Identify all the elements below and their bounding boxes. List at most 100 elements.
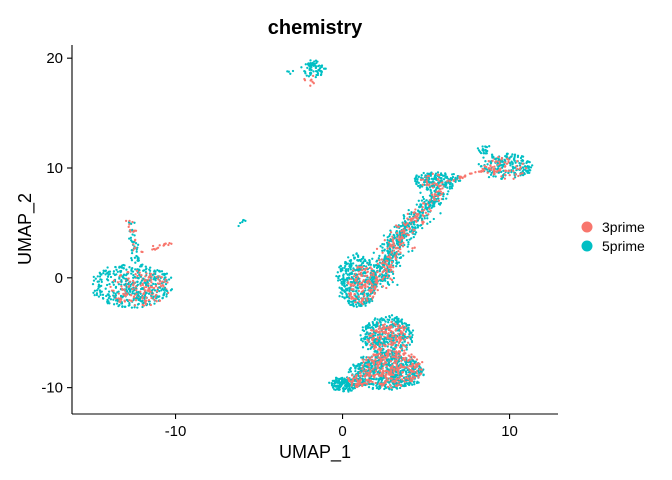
data-point-5prime [390, 346, 393, 349]
data-point-5prime [373, 340, 376, 344]
x-axis-title: UMAP_1 [279, 442, 351, 463]
data-point-3prime [389, 349, 392, 352]
data-point-3prime [425, 183, 428, 187]
data-point-5prime [387, 251, 390, 254]
data-point-3prime [133, 281, 136, 284]
data-point-3prime [128, 223, 131, 226]
data-point-5prime [389, 253, 393, 256]
data-point-5prime [169, 276, 173, 279]
data-point-5prime [360, 258, 363, 261]
data-point-5prime [403, 226, 407, 230]
data-point-3prime [131, 220, 134, 224]
data-point-5prime [383, 339, 386, 342]
data-point-5prime [313, 60, 316, 63]
data-point-3prime [397, 332, 400, 335]
data-point-3prime [394, 335, 397, 338]
data-point-5prime [378, 254, 381, 258]
data-point-3prime [112, 279, 116, 282]
data-point-5prime [122, 267, 125, 270]
data-point-5prime [379, 282, 382, 286]
data-point-5prime [371, 257, 374, 260]
data-point-3prime [155, 293, 158, 297]
data-point-5prime [443, 174, 446, 177]
data-point-3prime [521, 162, 524, 165]
data-point-5prime [386, 238, 389, 242]
data-point-5prime [343, 290, 346, 294]
data-point-5prime [422, 373, 425, 377]
data-point-3prime [381, 285, 385, 288]
data-point-5prime [366, 261, 369, 264]
data-point-3prime [364, 268, 367, 272]
data-point-5prime [341, 292, 344, 295]
data-point-5prime [376, 324, 379, 328]
data-point-5prime [432, 217, 435, 221]
data-point-5prime [501, 160, 505, 164]
data-point-3prime [380, 357, 384, 361]
data-point-3prime [486, 171, 489, 174]
data-point-3prime [448, 179, 451, 183]
data-point-5prime [374, 264, 378, 267]
data-point-5prime [130, 269, 133, 272]
data-point-5prime [105, 283, 109, 287]
data-point-5prime [121, 305, 124, 309]
data-point-3prime [359, 375, 362, 378]
data-point-3prime [383, 380, 387, 383]
data-point-3prime [387, 328, 390, 332]
data-point-5prime [343, 280, 346, 283]
data-point-5prime [405, 328, 408, 331]
data-point-5prime [376, 333, 380, 336]
data-point-5prime [349, 263, 352, 266]
data-point-3prime [503, 165, 507, 168]
data-point-3prime [394, 224, 398, 227]
data-point-3prime [415, 364, 418, 367]
data-point-3prime [399, 326, 403, 329]
data-point-5prime [364, 304, 367, 307]
data-point-3prime [406, 341, 410, 344]
data-point-3prime [364, 283, 367, 286]
data-point-5prime [387, 361, 391, 364]
data-point-5prime [112, 291, 115, 294]
data-point-5prime [120, 283, 123, 286]
data-point-5prime [489, 162, 493, 165]
data-point-3prime [155, 290, 159, 293]
data-point-5prime [107, 270, 111, 273]
data-point-3prime [386, 264, 389, 267]
data-point-5prime [412, 220, 416, 224]
data-point-3prime [136, 274, 139, 278]
data-point-5prime [402, 384, 406, 388]
data-point-3prime [381, 251, 384, 254]
data-point-5prime [529, 166, 533, 169]
data-point-3prime [516, 160, 519, 163]
data-point-5prime [99, 273, 102, 276]
data-point-3prime [370, 267, 374, 271]
data-point-5prime [387, 358, 390, 361]
data-point-3prime [147, 298, 151, 302]
data-point-5prime [418, 210, 421, 213]
data-point-5prime [151, 273, 155, 277]
data-point-3prime [151, 244, 155, 248]
data-point-5prime [441, 197, 445, 201]
data-point-5prime [151, 289, 154, 292]
data-point-5prime [403, 340, 406, 343]
data-point-5prime [108, 295, 111, 298]
data-point-3prime [365, 280, 369, 283]
data-point-5prime [352, 254, 355, 257]
data-point-5prime [382, 258, 386, 262]
data-point-5prime [389, 238, 392, 241]
data-point-3prime [124, 219, 128, 223]
data-point-5prime [407, 323, 411, 327]
data-point-5prime [525, 160, 529, 164]
data-point-5prime [390, 388, 394, 391]
data-point-3prime [363, 294, 366, 297]
data-point-5prime [399, 380, 403, 383]
data-point-3prime [498, 160, 501, 163]
data-point-5prime [126, 290, 129, 293]
data-point-3prime [379, 348, 382, 351]
data-point-5prime [398, 386, 402, 390]
data-point-5prime [518, 161, 521, 165]
data-point-5prime [149, 266, 152, 269]
data-point-3prime [385, 352, 388, 356]
data-point-5prime [478, 150, 482, 153]
data-point-3prime [392, 249, 396, 252]
data-point-3prime [373, 292, 376, 296]
